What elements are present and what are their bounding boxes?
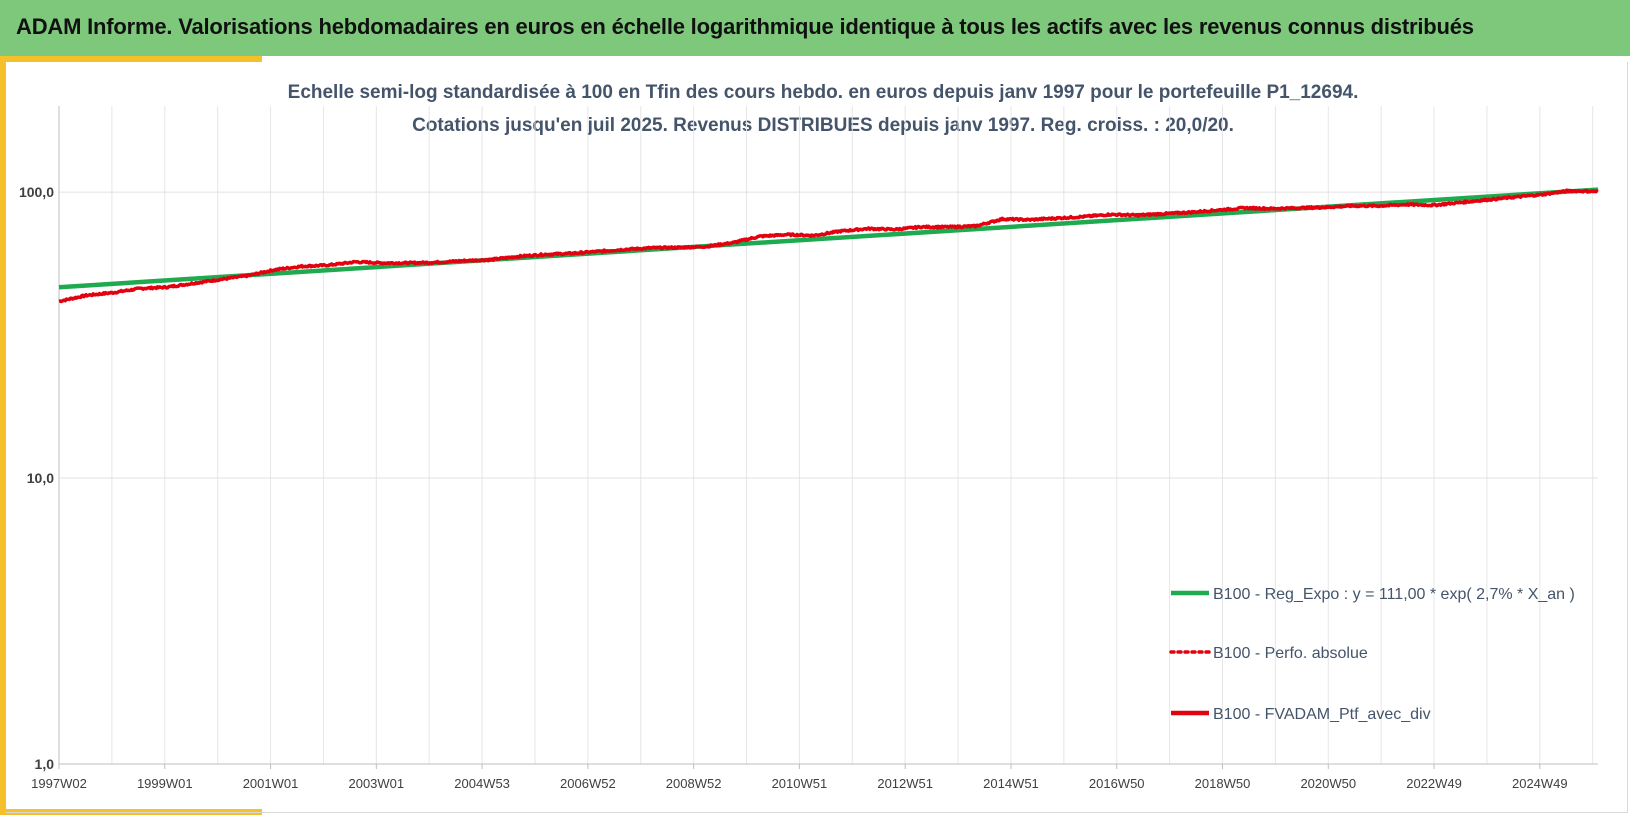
chart-series [58, 187, 1599, 304]
x-tick-label: 2010W51 [772, 776, 828, 791]
y-tick-label: 10,0 [27, 470, 54, 486]
x-tick-label: 2008W52 [666, 776, 722, 791]
legend-label: B100 - Reg_Expo : y = 111,00 * exp( 2,7%… [1213, 586, 1575, 603]
series-line-portfolio [58, 188, 1599, 304]
x-tick-label: 2014W51 [983, 776, 1039, 791]
series-line-regression [58, 187, 1599, 290]
chart-legend: B100 - Reg_Expo : y = 111,00 * exp( 2,7%… [1169, 586, 1575, 723]
x-tick-label: 2018W50 [1195, 776, 1251, 791]
x-tick-label: 1999W01 [137, 776, 193, 791]
x-tick-label: 2006W52 [560, 776, 616, 791]
x-tick-label: 2004W53 [454, 776, 510, 791]
accent-bar-top [0, 56, 262, 62]
page-banner: ADAM Informe. Valorisations hebdomadaire… [0, 0, 1630, 56]
x-tick-label: 2001W01 [243, 776, 299, 791]
y-tick-label: 1,0 [35, 756, 55, 772]
chart-subtitle: Cotations jusqu'en juil 2025. Revenus DI… [412, 115, 1234, 136]
accent-bar-left [0, 56, 6, 815]
x-tick-label: 2016W50 [1089, 776, 1145, 791]
x-tick-label: 2020W50 [1300, 776, 1356, 791]
legend-label: B100 - FVADAM_Ptf_avec_div [1213, 706, 1431, 723]
chart-frame [6, 62, 1628, 813]
chart-axes: 1,0 10,0 100,0 1997W02 1999W01 2001W01 2003W01… [19, 106, 1598, 791]
x-tick-label: 2022W49 [1406, 776, 1462, 791]
x-tick-label: 1997W02 [31, 776, 87, 791]
legend-label: B100 - Perfo. absolue [1213, 645, 1368, 662]
x-tick-label: 2003W01 [348, 776, 404, 791]
chart-grid [58, 106, 1598, 765]
chart-title: Echelle semi-log standardisée à 100 en T… [288, 82, 1359, 103]
y-tick-label: 100,0 [19, 184, 54, 200]
x-tick-label: 2012W51 [877, 776, 933, 791]
banner-title: ADAM Informe. Valorisations hebdomadaire… [16, 14, 1474, 39]
x-tick-label: 2024W49 [1512, 776, 1568, 791]
